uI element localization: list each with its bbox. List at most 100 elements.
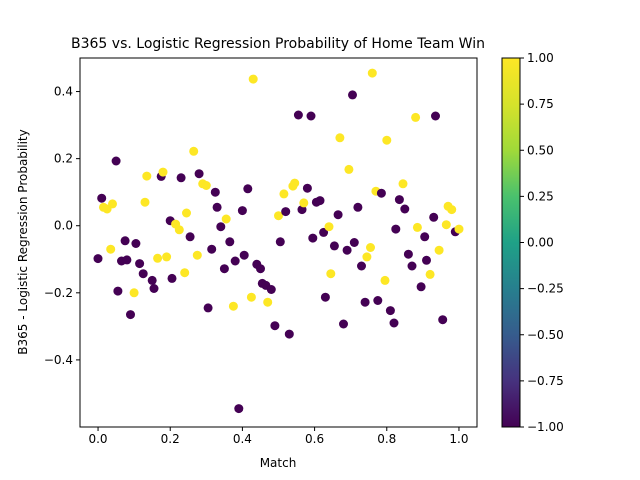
colorbar-axis: 1.00 0.75 0.50 0.25 0.00 −0.25 −0.50 −0.75 −1.00 [520, 51, 564, 434]
data-point-20 [153, 253, 163, 263]
colorbar-tick-label: 1.00 [527, 51, 554, 65]
x-tick-label: 0.6 [305, 432, 324, 446]
data-point-22 [158, 167, 168, 177]
data-point-5 [108, 199, 117, 209]
chart-title: B365 vs. Logistic Regression Probability… [71, 36, 485, 52]
data-point-48 [237, 206, 247, 216]
data-point-61 [275, 237, 285, 247]
data-point-94 [373, 296, 383, 305]
y-tick-label: 0.0 [54, 219, 73, 233]
y-tick-label: −0.4 [44, 353, 73, 367]
data-point-12 [129, 288, 139, 298]
data-point-95 [376, 188, 386, 198]
data-point-71 [306, 111, 316, 121]
data-point-51 [246, 292, 256, 302]
data-point-120 [454, 224, 464, 234]
data-point-62 [279, 189, 289, 199]
colorbar-tick-label: 0.25 [527, 189, 554, 203]
data-point-66 [290, 178, 300, 188]
data-point-7 [113, 286, 123, 296]
data-point-33 [192, 250, 202, 260]
data-point-82 [339, 319, 348, 329]
data-point-87 [353, 202, 363, 212]
data-point-60 [274, 211, 283, 221]
data-point-110 [422, 255, 431, 265]
data-point-13 [131, 239, 141, 248]
data-point-70 [302, 183, 312, 193]
data-point-106 [411, 112, 421, 122]
data-point-10 [122, 255, 132, 265]
data-point-54 [256, 264, 265, 274]
x-tick-label: 0.0 [88, 432, 107, 446]
data-point-42 [219, 264, 229, 274]
data-point-72 [308, 233, 318, 243]
data-point-37 [203, 303, 213, 313]
data-point-64 [284, 329, 294, 339]
data-points [93, 68, 464, 414]
data-point-113 [431, 111, 440, 121]
y-tick-label: 0.2 [54, 152, 73, 166]
data-point-99 [389, 318, 399, 328]
data-point-92 [367, 68, 377, 78]
data-point-17 [142, 171, 152, 181]
data-point-27 [174, 225, 184, 235]
colorbar-tick-label: 0.75 [527, 97, 554, 111]
data-point-83 [342, 245, 352, 255]
colorbar [501, 57, 521, 428]
colorbar-tick-label: 0.50 [527, 143, 554, 157]
data-point-63 [281, 207, 291, 217]
data-point-39 [210, 187, 220, 197]
data-point-115 [438, 315, 448, 325]
y-tick-label: −0.2 [44, 286, 73, 300]
colorbar-tick-label: −0.75 [527, 374, 564, 388]
data-point-23 [162, 252, 172, 262]
data-point-14 [135, 259, 145, 269]
data-point-96 [380, 275, 390, 285]
data-point-6 [111, 156, 121, 166]
data-point-32 [189, 146, 199, 156]
data-point-30 [182, 208, 191, 218]
data-point-28 [176, 173, 186, 183]
data-point-107 [412, 222, 422, 232]
data-point-102 [398, 179, 408, 189]
data-point-34 [194, 169, 204, 179]
data-point-79 [329, 241, 339, 251]
data-point-116 [441, 220, 451, 230]
data-point-46 [230, 256, 240, 266]
data-point-16 [140, 197, 150, 207]
colorbar-tick-label: 0.00 [527, 236, 554, 250]
data-point-91 [366, 243, 375, 252]
colorbar-tick-label: −0.50 [527, 328, 564, 342]
data-point-105 [407, 261, 417, 271]
data-point-86 [349, 238, 359, 247]
x-axis: 0.0 0.2 0.4 0.6 0.8 1.0 [88, 427, 469, 446]
data-point-36 [201, 181, 211, 190]
plot-area-frame [79, 57, 478, 428]
data-point-77 [324, 222, 334, 232]
data-point-97 [382, 135, 392, 145]
data-point-50 [243, 184, 253, 194]
data-point-47 [234, 404, 244, 414]
data-point-109 [420, 232, 430, 242]
data-point-76 [320, 292, 330, 302]
data-point-49 [239, 250, 249, 260]
data-point-15 [138, 269, 148, 279]
data-point-38 [207, 244, 217, 254]
data-point-89 [360, 297, 370, 307]
data-point-43 [221, 214, 231, 224]
data-point-67 [293, 110, 303, 120]
data-point-118 [447, 205, 457, 215]
y-axis-label: B365 - Logistic Regression Probability [16, 129, 30, 354]
data-point-59 [270, 321, 280, 331]
data-point-40 [212, 202, 222, 212]
data-point-103 [400, 204, 410, 214]
data-point-104 [403, 249, 413, 259]
data-point-11 [126, 310, 135, 320]
data-point-90 [362, 252, 372, 262]
data-point-112 [429, 212, 439, 222]
data-point-80 [333, 210, 343, 220]
y-axis: −0.4 −0.2 0.0 0.2 0.4 [44, 85, 80, 367]
data-point-78 [326, 269, 336, 279]
data-point-57 [263, 297, 273, 307]
data-point-1 [97, 193, 107, 203]
